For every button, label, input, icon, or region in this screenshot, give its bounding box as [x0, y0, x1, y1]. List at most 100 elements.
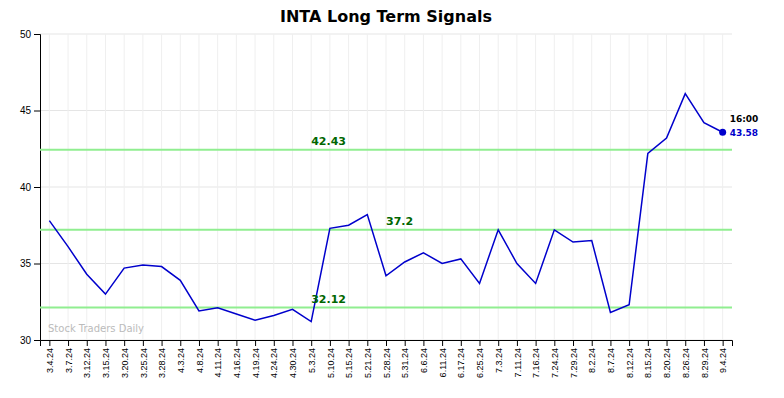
x-tick-label: 4.3.24	[176, 348, 186, 373]
x-tick: 7.3.24	[494, 340, 504, 373]
x-tick: 8.20.24	[662, 340, 672, 378]
x-tick: 3.25.24	[139, 340, 149, 378]
x-tick: 7.29.24	[569, 340, 579, 378]
x-tick-mark	[554, 340, 555, 346]
x-tick-label: 4.16.24	[232, 348, 242, 378]
x-tick-label: 4.11.24	[213, 348, 223, 377]
grid-line-x	[629, 34, 630, 340]
x-tick-label: 3.28.24	[157, 348, 167, 378]
grid-line-x	[573, 34, 574, 340]
grid-line-x	[703, 34, 704, 340]
x-tick-label: 5.31.24	[400, 348, 410, 378]
grid-line-x	[273, 34, 274, 340]
chart-container: 30354045503.4.243.7.243.12.243.15.243.20…	[0, 0, 784, 398]
x-tick: 4.30.24	[288, 340, 298, 378]
x-tick: 3.7.24	[64, 340, 74, 373]
grid-line-x	[386, 34, 387, 340]
grid-line-x	[722, 34, 723, 340]
watermark: Stock Traders Daily	[48, 323, 144, 334]
reference-line-label: 37.2	[386, 215, 413, 228]
x-tick: 5.3.24	[307, 340, 317, 373]
x-tick-mark	[386, 340, 387, 346]
y-tick: 40	[20, 182, 40, 193]
reference-line	[40, 229, 732, 231]
x-tick: 8.29.24	[700, 340, 710, 378]
grid-line-x	[479, 34, 480, 340]
grid-line-x	[367, 34, 368, 340]
x-tick-label: 6.17.24	[456, 348, 466, 378]
x-tick-label: 6.6.24	[419, 348, 429, 373]
x-tick-mark	[423, 340, 424, 346]
grid-line-x	[442, 34, 443, 340]
grid-line-x	[348, 34, 349, 340]
x-tick-mark	[330, 340, 331, 346]
x-tick-label: 6.25.24	[475, 348, 485, 378]
x-tick-mark	[292, 340, 293, 346]
y-tick-label: 45	[20, 105, 32, 116]
reference-line	[40, 149, 732, 151]
x-tick-mark	[180, 340, 181, 346]
x-tick-mark	[573, 340, 574, 346]
y-tick-label: 40	[20, 182, 32, 193]
x-tick: 4.19.24	[251, 340, 261, 378]
x-tick-label: 8.15.24	[643, 348, 653, 378]
grid-line-x	[86, 34, 87, 340]
x-tick-label: 7.11.24	[513, 348, 523, 377]
x-tick-label: 4.8.24	[195, 348, 205, 373]
x-tick-mark	[367, 340, 368, 346]
x-tick-mark	[592, 340, 593, 346]
end-point	[719, 129, 726, 136]
x-tick-label: 8.7.24	[606, 348, 616, 373]
x-tick-mark	[274, 340, 275, 346]
axis-line	[41, 341, 733, 347]
x-tick-label: 3.7.24	[64, 348, 74, 373]
x-tick: 8.12.24	[625, 340, 635, 378]
x-tick-mark	[667, 340, 668, 346]
x-tick-mark	[461, 340, 462, 346]
x-tick-mark	[105, 340, 106, 346]
grid-line-x	[68, 34, 69, 340]
grid-line-x	[255, 34, 256, 340]
x-tick: 3.20.24	[120, 340, 130, 378]
x-tick: 6.11.24	[438, 340, 448, 377]
x-tick-mark	[704, 340, 705, 346]
x-tick-label: 6.11.24	[438, 348, 448, 377]
x-tick-mark	[480, 340, 481, 346]
x-tick-mark	[685, 340, 686, 346]
grid-line-x	[666, 34, 667, 340]
grid-line-x	[423, 34, 424, 340]
x-tick-label: 3.15.24	[101, 348, 111, 378]
reference-line-label: 42.43	[311, 135, 346, 148]
x-tick-mark	[536, 340, 537, 346]
end-time-label: 16:00	[730, 114, 759, 124]
x-tick-label: 3.12.24	[82, 348, 92, 378]
x-tick-label: 5.21.24	[363, 348, 373, 378]
grid-line-x	[404, 34, 405, 340]
x-tick-label: 4.24.24	[269, 348, 279, 378]
x-tick: 4.8.24	[195, 340, 205, 373]
x-tick-label: 8.29.24	[700, 348, 710, 378]
x-tick-mark	[124, 340, 125, 346]
title: INTA Long Term Signals	[280, 7, 492, 26]
x-tick: 8.15.24	[643, 340, 653, 378]
x-tick-mark	[517, 340, 518, 346]
x-tick: 3.15.24	[101, 340, 111, 378]
grid-line-x	[554, 34, 555, 340]
x-tick-mark	[349, 340, 350, 346]
x-tick-mark	[498, 340, 499, 346]
x-tick-mark	[610, 340, 611, 346]
grid-line-x	[124, 34, 125, 340]
x-tick: 8.2.24	[587, 340, 597, 373]
x-tick: 3.28.24	[157, 340, 167, 378]
x-tick: 3.4.24	[45, 340, 55, 373]
y-tick: 45	[20, 105, 40, 116]
x-tick: 5.28.24	[382, 340, 392, 378]
grid	[40, 34, 732, 340]
y-tick: 50	[20, 29, 40, 40]
x-tick: 5.21.24	[363, 340, 373, 378]
x-tick-label: 5.10.24	[326, 348, 336, 378]
line	[49, 94, 722, 322]
y-tick-label: 35	[20, 258, 32, 269]
grid-line-x	[49, 34, 50, 340]
y-tick-mark	[34, 34, 40, 35]
